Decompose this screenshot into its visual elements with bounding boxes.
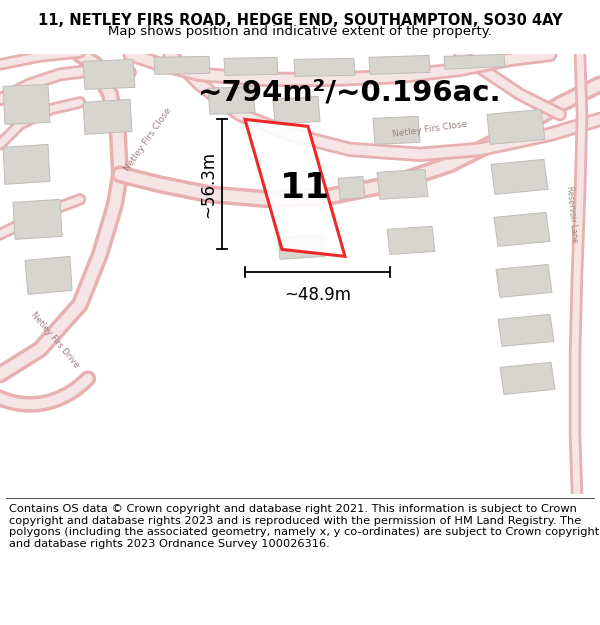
- Text: Contains OS data © Crown copyright and database right 2021. This information is : Contains OS data © Crown copyright and d…: [9, 504, 599, 549]
- Text: ~794m²/~0.196ac.: ~794m²/~0.196ac.: [198, 78, 502, 106]
- Polygon shape: [278, 234, 325, 259]
- Polygon shape: [83, 59, 135, 89]
- Text: Reservoir Lane: Reservoir Lane: [565, 186, 579, 243]
- Polygon shape: [154, 56, 210, 74]
- Polygon shape: [369, 56, 430, 74]
- Polygon shape: [387, 226, 435, 254]
- Polygon shape: [3, 84, 50, 124]
- Polygon shape: [208, 86, 255, 114]
- Polygon shape: [498, 314, 554, 346]
- Text: Map shows position and indicative extent of the property.: Map shows position and indicative extent…: [108, 24, 492, 38]
- Polygon shape: [500, 362, 555, 394]
- Polygon shape: [487, 109, 545, 144]
- Polygon shape: [224, 58, 278, 76]
- Polygon shape: [13, 199, 62, 239]
- Text: Netley Firs Drive: Netley Firs Drive: [29, 310, 81, 369]
- Polygon shape: [373, 116, 420, 144]
- Polygon shape: [377, 169, 428, 199]
- Polygon shape: [273, 96, 320, 124]
- Text: Netley Firs Close: Netley Firs Close: [392, 119, 468, 139]
- Text: 11, NETLEY FIRS ROAD, HEDGE END, SOUTHAMPTON, SO30 4AY: 11, NETLEY FIRS ROAD, HEDGE END, SOUTHAM…: [38, 13, 562, 28]
- Polygon shape: [496, 264, 552, 298]
- Polygon shape: [294, 58, 355, 76]
- Text: 11: 11: [280, 171, 330, 205]
- Polygon shape: [83, 99, 132, 134]
- Polygon shape: [25, 256, 72, 294]
- Polygon shape: [245, 119, 345, 256]
- Text: Netley Firs Close: Netley Firs Close: [122, 106, 173, 173]
- Polygon shape: [3, 144, 50, 184]
- Text: ~56.3m: ~56.3m: [199, 151, 217, 218]
- Text: ~48.9m: ~48.9m: [284, 286, 351, 304]
- Polygon shape: [494, 213, 550, 246]
- Polygon shape: [444, 54, 505, 69]
- Polygon shape: [338, 176, 365, 199]
- Polygon shape: [491, 159, 548, 194]
